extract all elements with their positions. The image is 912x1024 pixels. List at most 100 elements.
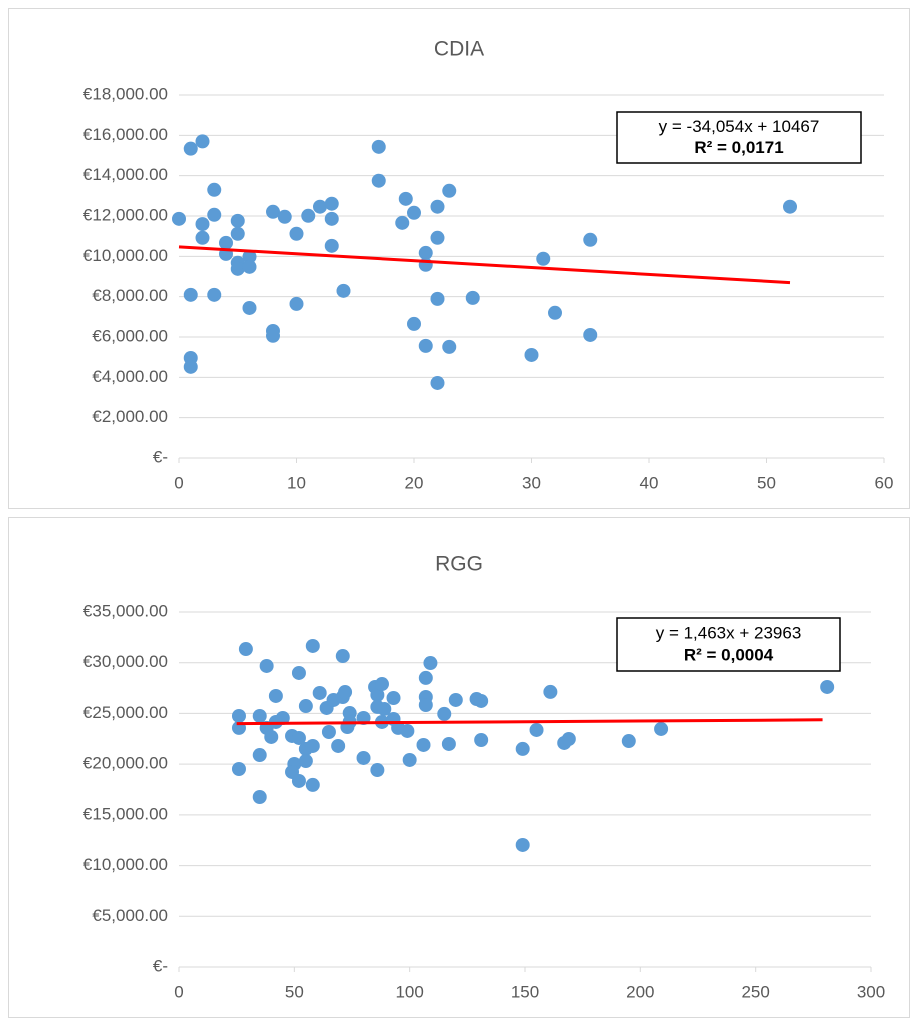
point bbox=[331, 738, 346, 753]
x-tick-label: 200 bbox=[626, 982, 654, 1001]
point bbox=[402, 752, 417, 767]
y-tick-label: €35,000.00 bbox=[83, 601, 168, 620]
point bbox=[374, 677, 389, 692]
point bbox=[418, 245, 433, 260]
point bbox=[398, 191, 413, 206]
point bbox=[207, 287, 222, 302]
point bbox=[242, 259, 257, 274]
point bbox=[230, 213, 245, 228]
point bbox=[266, 328, 280, 343]
point bbox=[371, 173, 386, 188]
point bbox=[291, 773, 306, 788]
point bbox=[783, 199, 797, 214]
point bbox=[242, 300, 257, 315]
equation: y = 1,463x + 23963 bbox=[656, 623, 802, 642]
x-tick-label: 60 bbox=[875, 473, 894, 492]
point bbox=[252, 748, 267, 763]
trendline bbox=[236, 718, 823, 726]
x-tick-label: 250 bbox=[741, 982, 769, 1001]
chart-frame bbox=[8, 8, 910, 509]
point bbox=[371, 139, 386, 154]
point bbox=[561, 731, 576, 746]
equation-box bbox=[616, 617, 841, 672]
point bbox=[430, 291, 445, 306]
y-tick-label: €6,000.00 bbox=[92, 326, 168, 345]
x-tick-label: 150 bbox=[511, 982, 539, 1001]
point bbox=[442, 339, 457, 354]
y-tick-label: €14,000.00 bbox=[83, 165, 168, 184]
point bbox=[312, 685, 327, 700]
point bbox=[324, 211, 339, 226]
point bbox=[242, 249, 257, 264]
point bbox=[524, 347, 539, 362]
point bbox=[183, 287, 198, 302]
point bbox=[305, 638, 320, 653]
x-tick-label: 50 bbox=[285, 982, 304, 1001]
point bbox=[336, 283, 351, 298]
point bbox=[305, 777, 320, 792]
point bbox=[219, 235, 233, 250]
point bbox=[416, 737, 431, 752]
point bbox=[529, 722, 544, 737]
point bbox=[259, 658, 274, 673]
point bbox=[356, 750, 371, 765]
point bbox=[277, 209, 292, 224]
point bbox=[430, 375, 445, 390]
point bbox=[418, 670, 433, 685]
point bbox=[515, 837, 530, 852]
point bbox=[291, 730, 306, 745]
point bbox=[474, 693, 489, 708]
r-squared: R² = 0,0004 bbox=[684, 646, 774, 665]
point bbox=[252, 708, 267, 723]
point bbox=[583, 232, 598, 247]
point bbox=[230, 226, 245, 241]
equation: y = -34,054x + 10467 bbox=[659, 117, 820, 136]
x-tick-label: 100 bbox=[395, 982, 423, 1001]
x-tick-label: 300 bbox=[857, 982, 885, 1001]
point bbox=[437, 706, 452, 721]
x-tick-label: 10 bbox=[287, 473, 306, 492]
y-tick-label: €18,000.00 bbox=[83, 84, 168, 103]
point bbox=[448, 692, 463, 707]
point bbox=[231, 708, 246, 723]
point bbox=[275, 710, 290, 725]
point bbox=[386, 691, 401, 706]
point bbox=[377, 701, 392, 716]
point bbox=[583, 327, 598, 342]
point bbox=[207, 207, 222, 222]
point bbox=[289, 226, 304, 241]
point bbox=[207, 182, 222, 197]
y-tick-label: €- bbox=[153, 447, 168, 466]
point bbox=[324, 196, 339, 211]
point bbox=[291, 665, 306, 680]
point bbox=[370, 763, 385, 778]
y-tick-label: €12,000.00 bbox=[83, 205, 168, 224]
point bbox=[195, 134, 210, 149]
point bbox=[195, 230, 210, 245]
x-tick-label: 40 bbox=[640, 473, 659, 492]
y-tick-label: €15,000.00 bbox=[83, 804, 168, 823]
point bbox=[423, 656, 438, 671]
point bbox=[407, 205, 421, 220]
y-tick-label: €5,000.00 bbox=[92, 906, 168, 925]
point bbox=[474, 733, 489, 748]
y-tick-label: €20,000.00 bbox=[83, 754, 168, 773]
trendline bbox=[178, 245, 791, 285]
point bbox=[252, 790, 267, 805]
point bbox=[321, 724, 336, 739]
point bbox=[418, 698, 433, 713]
x-tick-label: 0 bbox=[174, 473, 183, 492]
point bbox=[266, 204, 280, 219]
point bbox=[231, 762, 246, 777]
point bbox=[313, 199, 327, 214]
point bbox=[400, 723, 415, 738]
x-tick-label: 0 bbox=[174, 982, 183, 1001]
y-tick-label: €4,000.00 bbox=[92, 367, 168, 386]
point bbox=[183, 359, 198, 374]
y-tick-label: €- bbox=[153, 956, 168, 975]
y-tick-label: €2,000.00 bbox=[92, 407, 168, 426]
point bbox=[418, 338, 433, 353]
point bbox=[430, 230, 445, 245]
point bbox=[442, 183, 457, 198]
